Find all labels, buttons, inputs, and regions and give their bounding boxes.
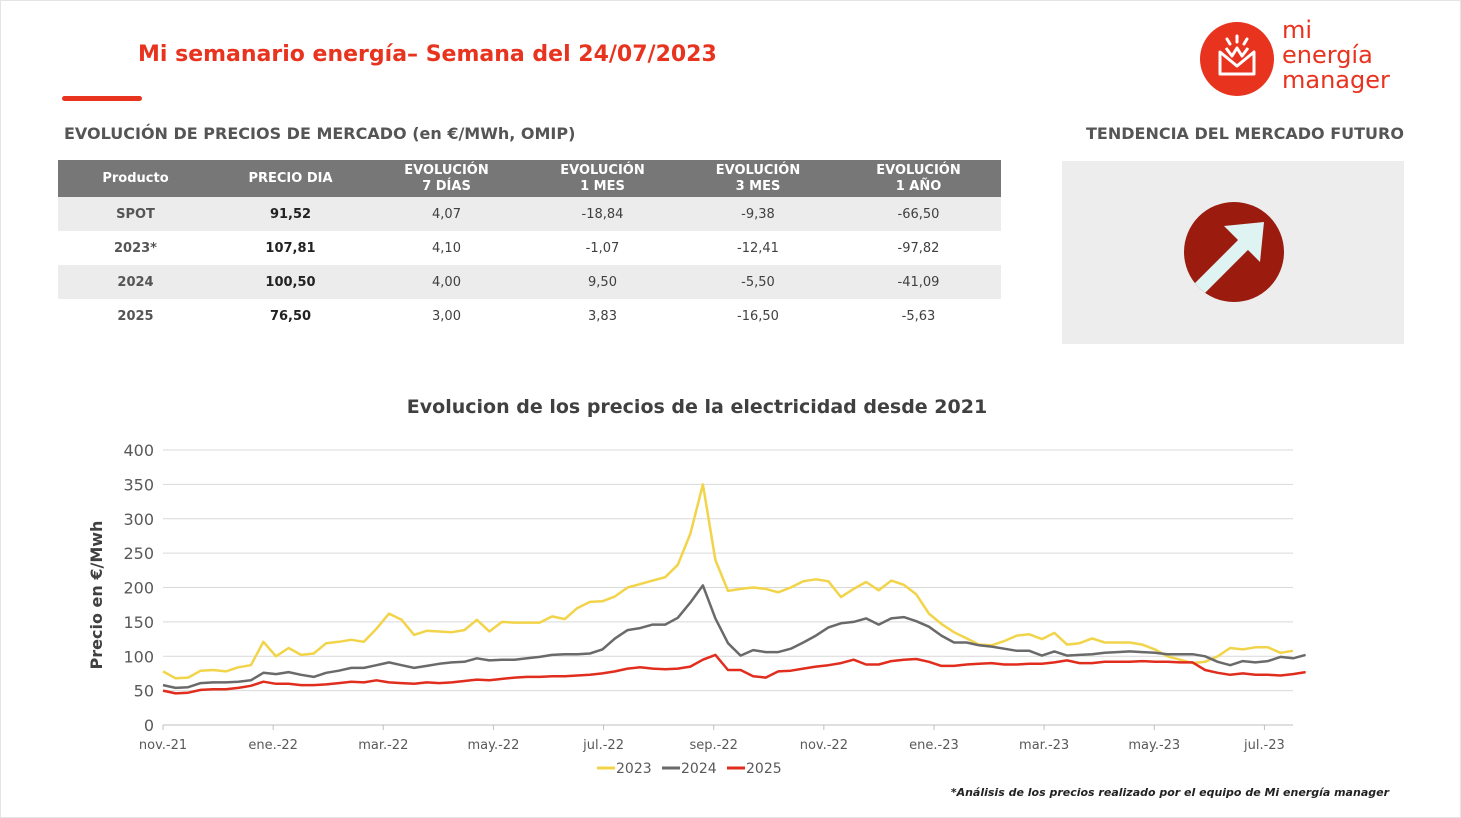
header-evolucion-3m: EVOLUCIÓN 3 MES — [680, 160, 836, 197]
chart-series — [162, 483, 1306, 695]
trend-section-title: TENDENCIA DEL MERCADO FUTURO — [1086, 124, 1404, 143]
chart-legend: 2023 2024 2025 — [597, 761, 782, 777]
cell-evol-1m: -1,07 — [585, 240, 620, 256]
footnote: *Análisis de los precios realizado por e… — [950, 786, 1389, 799]
chart-title: Evolucion de los precios de la electrici… — [406, 396, 988, 418]
y-tick-label: 200 — [123, 579, 154, 598]
series-line-2023 — [162, 483, 1294, 680]
x-tick-label: sep.-22 — [690, 738, 738, 753]
x-tick-label: may.-23 — [1128, 738, 1180, 753]
header-evolucion-1m: EVOLUCIÓN 1 MES — [525, 160, 680, 197]
cell-product: 2025 — [117, 308, 154, 324]
x-axis-ticks: nov.-21 ene.-22 mar.-22 may.-22 jul.-22 sep.-… — [139, 725, 1285, 753]
cell-product: 2023* — [114, 240, 157, 256]
cell-evol-3m: -9,38 — [680, 197, 836, 231]
cell-evol-1m: 3,83 — [588, 308, 617, 324]
cell-evol-3m: -16,50 — [737, 308, 779, 324]
y-tick-label: 250 — [123, 544, 154, 563]
logo-envelope-icon — [1218, 34, 1256, 76]
legend-label-2023: 2023 — [616, 761, 652, 777]
cell-precio-dia: 107,81 — [265, 240, 316, 256]
y-tick-label: 300 — [123, 510, 154, 529]
price-line-chart: 0 50 100 150 200 250 300 350 400 nov.-21 ene.-22 m… — [87, 441, 1306, 777]
y-tick-label: 100 — [123, 647, 154, 666]
logo-line-3: manager — [1282, 66, 1390, 94]
y-tick-label: 0 — [144, 716, 154, 735]
header-producto: Producto — [58, 160, 213, 197]
table-header-row: Producto PRECIO DIA EVOLUCIÓN 7 DÍAS EVOL… — [58, 160, 1001, 197]
legend-label-2024: 2024 — [681, 761, 717, 777]
x-tick-label: mar.-23 — [1019, 738, 1069, 753]
x-tick-label: mar.-22 — [358, 738, 408, 753]
chart-gridlines — [163, 449, 1293, 726]
cell-evol-7d: 3,00 — [432, 308, 461, 324]
cell-evol-7d: 4,07 — [368, 197, 525, 231]
y-axis-ticks: 0 50 100 150 200 250 300 350 400 — [123, 441, 154, 735]
x-tick-label: jul.-23 — [1243, 738, 1285, 753]
table-row: SPOT 91,52 4,07 -18,84 -9,38 -66,50 — [58, 197, 1001, 231]
logo-line-2: energía — [1282, 41, 1373, 69]
cell-evol-1y: -41,09 — [836, 265, 1001, 299]
market-section-title: EVOLUCIÓN DE PRECIOS DE MERCADO (en €/MW… — [64, 124, 576, 143]
header-evolucion-1y: EVOLUCIÓN 1 AÑO — [836, 160, 1001, 197]
logo-circle-icon — [1200, 22, 1274, 96]
y-tick-label: 50 — [134, 682, 154, 701]
cell-precio-dia: 100,50 — [213, 265, 368, 299]
x-tick-label: ene.-23 — [909, 738, 959, 753]
table-row: 2023* 107,81 4,10 -1,07 -12,41 -97,82 — [58, 231, 1001, 265]
y-tick-label: 400 — [123, 441, 154, 460]
x-tick-label: ene.-22 — [248, 738, 298, 753]
x-tick-label: nov.-22 — [800, 738, 848, 753]
cell-precio-dia: 76,50 — [269, 308, 312, 324]
trend-circle — [1184, 202, 1284, 302]
logo-text: mi energía manager — [1282, 18, 1390, 93]
trend-panel — [1062, 161, 1404, 344]
brand-logo: mi energía manager — [1198, 18, 1408, 98]
x-tick-label: jul.-22 — [582, 738, 624, 753]
up-arrow-icon — [1193, 222, 1264, 295]
legend-label-2025: 2025 — [746, 761, 782, 777]
cell-evol-7d: 4,00 — [368, 265, 525, 299]
cell-evol-1m: 9,50 — [525, 265, 680, 299]
header-precio-dia: PRECIO DIA — [213, 160, 368, 197]
series-line-2024 — [162, 584, 1306, 690]
logo-line-1: mi — [1282, 16, 1313, 44]
x-tick-label: may.-22 — [468, 738, 520, 753]
header-evolucion-7d: EVOLUCIÓN 7 DÍAS — [368, 160, 525, 197]
cell-evol-3m: -5,50 — [680, 265, 836, 299]
market-prices-table: Producto PRECIO DIA EVOLUCIÓN 7 DÍAS EVOL… — [58, 160, 1001, 333]
title-underline — [62, 96, 142, 101]
y-axis-label: Precio en €/Mwh — [87, 521, 106, 670]
cell-evol-1y: -97,82 — [897, 240, 940, 256]
y-tick-label: 150 — [123, 613, 154, 632]
cell-precio-dia: 91,52 — [213, 197, 368, 231]
cell-product: 2024 — [58, 265, 213, 299]
page-title: Mi semanario energía– Semana del 24/07/2… — [138, 42, 717, 67]
cell-evol-1m: -18,84 — [525, 197, 680, 231]
cell-evol-3m: -12,41 — [737, 240, 779, 256]
cell-evol-1y: -66,50 — [836, 197, 1001, 231]
series-line-2025 — [162, 653, 1306, 695]
cell-product: SPOT — [58, 197, 213, 231]
table-row: 2025 76,50 3,00 3,83 -16,50 -5,63 — [58, 299, 1001, 333]
cell-evol-7d: 4,10 — [432, 240, 461, 256]
x-tick-label: nov.-21 — [139, 738, 187, 753]
table-row: 2024 100,50 4,00 9,50 -5,50 -41,09 — [58, 265, 1001, 299]
cell-evol-1y: -5,63 — [901, 308, 936, 324]
y-tick-label: 350 — [123, 475, 154, 494]
